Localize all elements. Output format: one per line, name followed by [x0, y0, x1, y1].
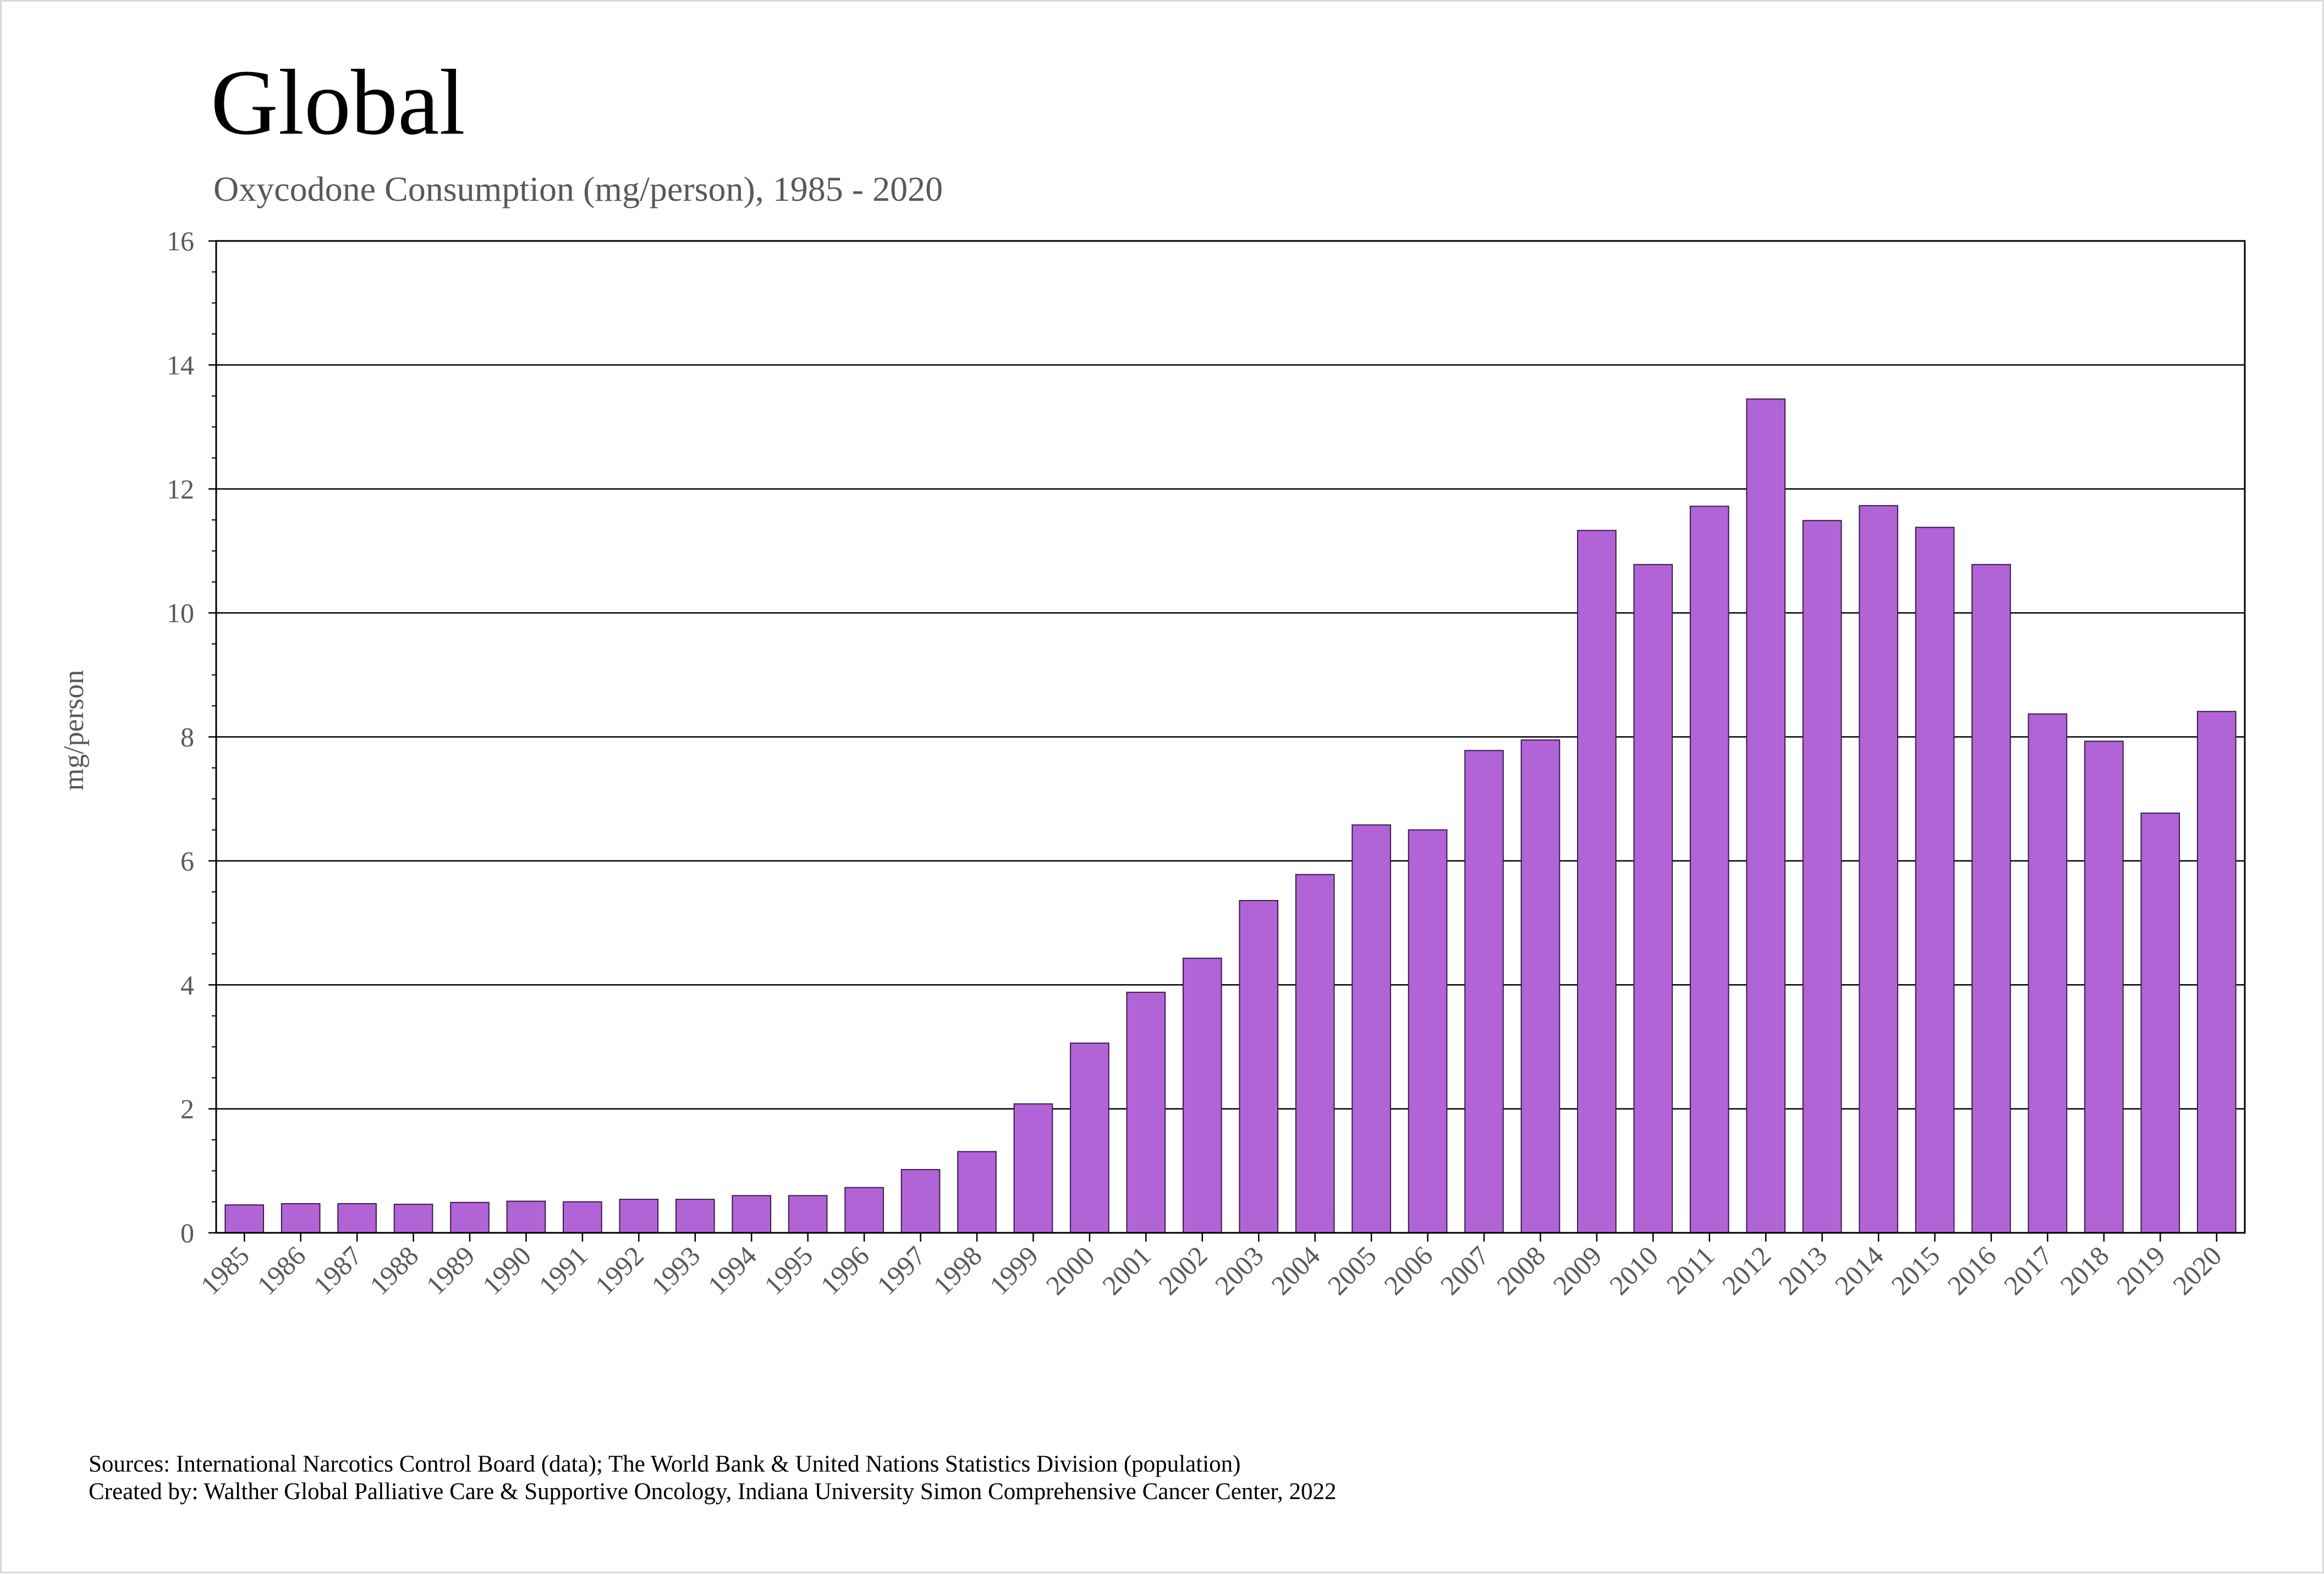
x-tick-label: 1985 — [195, 1240, 255, 1300]
x-tick-label: 1998 — [927, 1240, 987, 1300]
y-tick-label: 10 — [167, 597, 194, 628]
x-tick-label: 2004 — [1265, 1240, 1326, 1300]
x-tick-label: 2008 — [1491, 1240, 1551, 1300]
x-tick-label: 1987 — [307, 1240, 368, 1300]
bar-2012 — [1746, 398, 1786, 1233]
x-axis-ticks: 1985198619871988198919901991199219931994… — [195, 1233, 2228, 1300]
bar-1989 — [450, 1201, 490, 1234]
y-tick-label: 12 — [167, 474, 194, 504]
bars — [224, 398, 2237, 1234]
bar-2000 — [1070, 1042, 1109, 1234]
x-tick-label: 1995 — [758, 1240, 818, 1300]
bar-2015 — [1915, 526, 1955, 1234]
sources-note: Sources: International Narcotics Control… — [89, 1451, 1240, 1477]
x-tick-label: 1992 — [589, 1240, 650, 1300]
x-tick-label: 1991 — [532, 1240, 593, 1300]
bar-2007 — [1464, 750, 1504, 1233]
x-tick-label: 2018 — [2054, 1240, 2114, 1300]
x-tick-label: 1999 — [984, 1240, 1044, 1300]
bar-2009 — [1577, 530, 1617, 1233]
bar-2005 — [1351, 824, 1391, 1233]
bar-1991 — [563, 1201, 602, 1233]
bar-2013 — [1802, 520, 1842, 1234]
x-tick-label: 2006 — [1378, 1240, 1438, 1300]
x-tick-label: 2016 — [1941, 1240, 2002, 1300]
bar-1992 — [619, 1199, 659, 1233]
bar-2004 — [1295, 874, 1335, 1233]
bar-1996 — [844, 1187, 884, 1233]
x-tick-label: 2015 — [1885, 1240, 1946, 1300]
x-tick-label: 2000 — [1040, 1240, 1100, 1300]
bar-1987 — [337, 1203, 377, 1233]
x-tick-label: 1990 — [476, 1240, 537, 1300]
created-by-note: Created by: Walther Global Palliative Ca… — [89, 1479, 1337, 1505]
bar-2002 — [1182, 957, 1222, 1234]
bar-2020 — [2196, 711, 2237, 1233]
bar-2014 — [1859, 505, 1898, 1233]
x-tick-label: 2009 — [1547, 1240, 1607, 1300]
x-tick-label: 2010 — [1603, 1240, 1664, 1300]
x-tick-label: 2011 — [1661, 1240, 1721, 1300]
bar-1999 — [1013, 1103, 1053, 1233]
chart-title: Global — [211, 51, 465, 154]
x-tick-label: 2003 — [1209, 1240, 1270, 1300]
bar-1995 — [788, 1195, 828, 1233]
x-tick-label: 2005 — [1322, 1240, 1382, 1300]
y-tick-label: 8 — [180, 722, 194, 753]
x-tick-label: 2002 — [1152, 1240, 1213, 1300]
bar-2018 — [2084, 740, 2124, 1234]
bar-2011 — [1689, 506, 1729, 1233]
x-tick-label: 1986 — [251, 1240, 311, 1300]
x-tick-label: 2019 — [2111, 1240, 2171, 1300]
y-axis-ticks: 0 2 4 6 8 10 12 14 16 — [167, 226, 216, 1248]
x-tick-label: 1996 — [815, 1240, 875, 1300]
y-tick-label: 0 — [180, 1217, 194, 1248]
x-tick-label: 2007 — [1434, 1240, 1495, 1300]
x-tick-label: 2001 — [1096, 1240, 1157, 1300]
y-tick-label: 16 — [167, 226, 194, 256]
y-tick-label: 2 — [180, 1094, 194, 1124]
bar-1985 — [224, 1204, 265, 1233]
x-tick-label: 1994 — [702, 1240, 762, 1300]
y-tick-label: 4 — [180, 969, 194, 1000]
bar-1990 — [506, 1200, 546, 1233]
x-tick-label: 1989 — [420, 1240, 480, 1300]
bar-1993 — [675, 1199, 715, 1233]
y-tick-label: 14 — [167, 349, 194, 380]
bar-2017 — [2028, 713, 2068, 1234]
x-tick-label: 2013 — [1772, 1240, 1833, 1300]
y-tick-label: 6 — [180, 846, 194, 876]
bar-2001 — [1126, 991, 1166, 1233]
x-tick-label: 1997 — [871, 1240, 931, 1300]
bar-2019 — [2140, 813, 2180, 1233]
bar-1986 — [281, 1203, 321, 1233]
x-tick-label: 2012 — [1716, 1240, 1777, 1300]
bar-1994 — [732, 1195, 772, 1233]
bar-1997 — [900, 1169, 941, 1234]
bar-2008 — [1520, 739, 1561, 1233]
bar-1998 — [957, 1151, 997, 1234]
x-tick-label: 2017 — [1998, 1240, 2058, 1300]
x-tick-label: 1988 — [364, 1240, 424, 1300]
bar-2006 — [1408, 829, 1448, 1233]
x-tick-label: 1993 — [645, 1240, 706, 1300]
bar-2010 — [1633, 564, 1673, 1233]
bar-1988 — [393, 1204, 433, 1234]
chart-subtitle: Oxycodone Consumption (mg/person), 1985 … — [213, 169, 943, 208]
bar-2016 — [1971, 564, 2011, 1233]
x-tick-label: 2014 — [1829, 1240, 1889, 1300]
bar-2003 — [1239, 899, 1279, 1233]
y-axis-label: mg/person — [58, 670, 90, 791]
x-tick-label: 2020 — [2167, 1240, 2227, 1300]
